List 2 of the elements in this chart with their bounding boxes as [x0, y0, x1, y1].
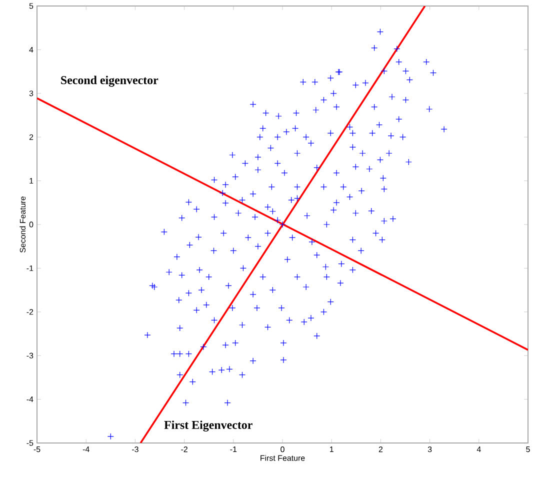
series-label: Second eigenvector — [61, 76, 158, 87]
series-label: First Eigenvector — [164, 420, 252, 432]
